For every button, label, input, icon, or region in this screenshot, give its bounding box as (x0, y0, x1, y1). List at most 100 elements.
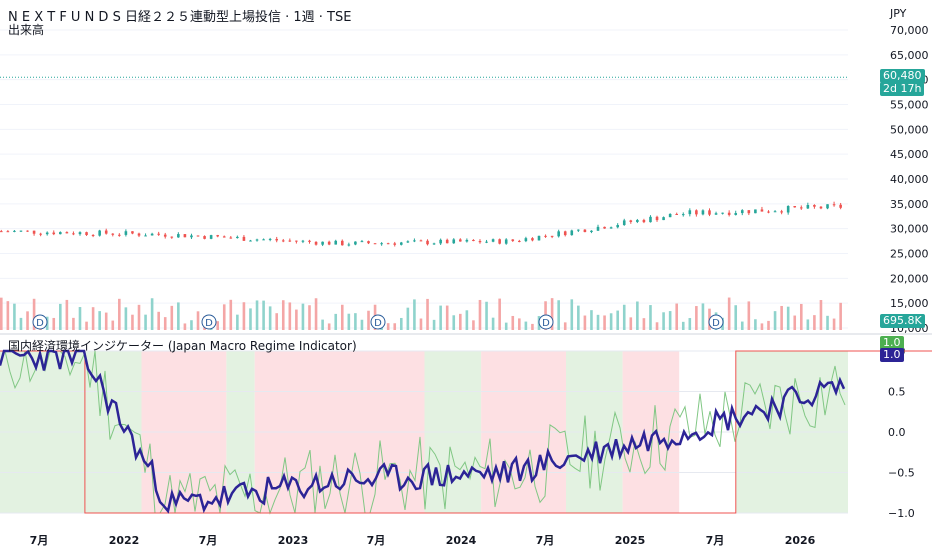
volume-bar (262, 300, 265, 330)
volume-bar (511, 315, 515, 330)
candle-body (583, 229, 587, 233)
candle-body (655, 216, 659, 221)
countdown-tag: 2d 17h (880, 82, 925, 96)
volume-bar (452, 315, 456, 330)
candle-body (236, 236, 239, 239)
candle-body (340, 240, 344, 246)
volume-bar (360, 319, 364, 330)
volume-bar (216, 321, 219, 330)
candle-body (59, 232, 62, 235)
x-axis-label: 2024 (446, 534, 477, 547)
candle-body (334, 240, 338, 245)
candle-body (268, 238, 272, 240)
dividend-marker-label: D (712, 318, 720, 329)
candle-body (531, 238, 534, 241)
volume-bar (491, 317, 495, 330)
volume-bar (0, 297, 3, 330)
volume-bar (118, 298, 121, 330)
dividend-marker (538, 314, 554, 330)
candle-body (137, 233, 141, 236)
candle-body (747, 210, 751, 214)
price-tick-label: 45,000 (890, 148, 929, 161)
volume-bar (472, 320, 475, 330)
candle-body (465, 239, 469, 242)
volume-bar (13, 303, 16, 330)
dividend-marker (201, 314, 217, 330)
volume-bar (681, 321, 685, 330)
volume-bar (760, 323, 764, 330)
candle-body (386, 243, 390, 245)
candle-body (681, 214, 685, 216)
candle-body (478, 241, 482, 243)
indicator-tag-green: 1.0 (880, 336, 904, 350)
volume-bar (321, 319, 324, 330)
candle-body (45, 232, 49, 235)
candle-body (131, 231, 134, 234)
volume-bar (308, 305, 311, 330)
volume-bar (78, 307, 82, 330)
volume-bar (701, 303, 705, 330)
indicator-title: 国内経済環境インジケーター (Japan Macro Regime Indica… (8, 339, 357, 353)
candle-body (39, 233, 42, 235)
candle-body (537, 235, 541, 241)
volume-bar (518, 318, 521, 330)
candle-body (301, 240, 305, 242)
candle-body (275, 238, 279, 241)
volume-bar (563, 322, 567, 330)
candle-body (255, 239, 259, 241)
volume-bar (734, 305, 738, 330)
candle-body (826, 204, 829, 209)
volume-bar (590, 310, 593, 330)
price-tick-label: 65,000 (890, 49, 929, 62)
candle-body (675, 213, 679, 215)
dividend-marker (708, 314, 724, 330)
candle-body (406, 241, 410, 243)
volume-bar (740, 321, 744, 330)
candle-body (216, 235, 219, 237)
volume-bar (839, 302, 842, 330)
candle-body (19, 230, 23, 232)
candle-body (649, 216, 652, 223)
candle-body (708, 210, 711, 215)
volume-bar (354, 313, 357, 330)
volume-bar (163, 317, 167, 330)
candle-body (393, 243, 397, 245)
volume-bar (531, 323, 534, 330)
volume-bar (570, 299, 574, 330)
candle-body (570, 230, 574, 236)
candle-body (491, 239, 495, 242)
volume-bar (242, 302, 246, 330)
price-tick-label: 35,000 (890, 198, 929, 211)
candle-body (819, 206, 823, 209)
dividend-marker-label: D (542, 318, 550, 329)
volume-bar (26, 311, 29, 330)
volume-bar (786, 306, 790, 330)
volume-bar (190, 320, 193, 330)
volume-bar (229, 299, 233, 330)
volume-bar (813, 315, 816, 330)
volume-bar (622, 304, 626, 330)
candle-body (622, 220, 626, 226)
volume-bar (170, 305, 174, 330)
candle-body (183, 234, 187, 238)
x-axis-label: 2023 (278, 534, 309, 547)
candle-body (727, 212, 731, 215)
candle-body (609, 227, 613, 229)
volume-bar (183, 323, 187, 330)
volume-bar (327, 323, 331, 330)
candle-body (91, 235, 95, 237)
candle-body (642, 219, 646, 223)
volume-bar (419, 318, 423, 330)
candle-body (701, 210, 705, 215)
volume-bar (465, 310, 469, 330)
volume-bar (662, 312, 665, 330)
volume-bar (52, 317, 56, 330)
candle-body (72, 233, 75, 235)
volume-bar (281, 300, 285, 330)
dividend-marker (32, 314, 48, 330)
volume-bar (334, 313, 338, 330)
candle-body (799, 207, 803, 209)
candle-body (222, 236, 226, 238)
volume-bar (288, 302, 292, 330)
candle-body (767, 211, 770, 213)
